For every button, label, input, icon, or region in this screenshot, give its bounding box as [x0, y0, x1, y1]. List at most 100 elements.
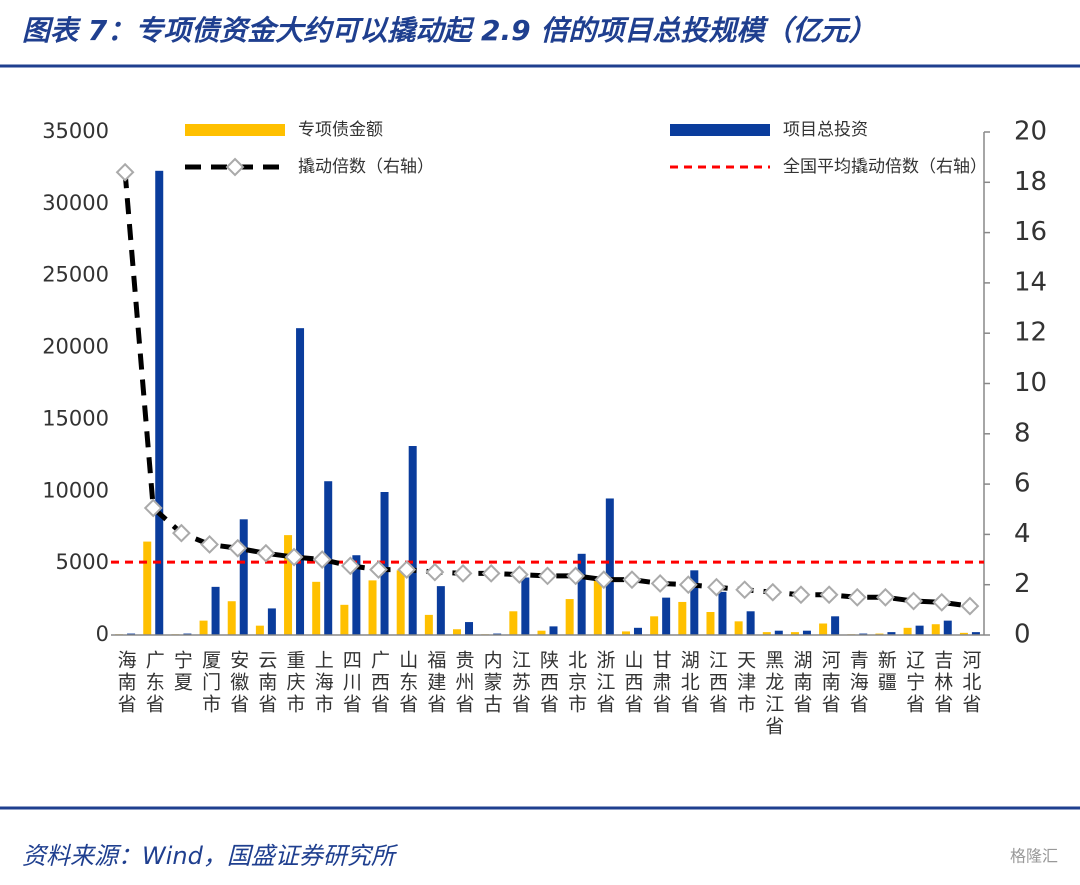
line-marker: [397, 560, 417, 580]
x-tick-label: 四川省: [340, 650, 362, 716]
bar: [436, 586, 445, 635]
x-tick-label: 厦门市: [199, 650, 221, 716]
bar: [774, 630, 783, 635]
line-marker: [284, 547, 304, 567]
legend-swatch: [185, 124, 285, 136]
line: [122, 172, 971, 609]
x-tick-label: 湖南省: [790, 650, 812, 716]
line-marker: [791, 585, 811, 605]
watermark: 格隆汇: [1010, 847, 1058, 866]
line-marker: [847, 587, 867, 607]
bar: [352, 555, 361, 635]
bar: [396, 570, 405, 635]
bar: [227, 601, 236, 635]
bar: [465, 622, 474, 635]
bar: [650, 616, 659, 635]
x-tick-label: 重庆市: [284, 650, 306, 716]
legend-marker: [225, 157, 245, 177]
y2-tick-label: 12: [1014, 318, 1047, 348]
x-tick-label: 河南省: [819, 650, 841, 716]
bar: [831, 616, 840, 635]
bar: [762, 632, 771, 635]
x-tick-label: 广西省: [368, 650, 390, 716]
x-tick-label: 辽宁省: [903, 650, 925, 716]
line-marker: [538, 566, 557, 586]
line-marker: [960, 596, 980, 616]
bar: [931, 624, 940, 635]
x-tick-label: 浙江省: [593, 650, 615, 716]
x-tick-label: 安徽省: [227, 650, 249, 716]
y-tick-label: 15000: [42, 406, 109, 430]
line-marker: [650, 574, 670, 593]
bar: [284, 535, 293, 635]
x-tick-label: 宁夏: [171, 650, 193, 694]
bar: [312, 581, 321, 635]
line-marker: [509, 565, 529, 585]
legend-label: 全国平均撬动倍数（右轴）: [783, 157, 987, 177]
bar: [605, 498, 614, 635]
y-tick-label: 20000: [42, 335, 109, 359]
bar: [267, 608, 276, 635]
legend-label: 项目总投资: [783, 120, 868, 140]
y-tick-label: 5000: [56, 550, 109, 574]
bar: [819, 623, 828, 635]
line-marker: [566, 566, 586, 586]
bar: [706, 612, 715, 635]
line-marker: [707, 577, 726, 597]
line-marker: [763, 582, 783, 602]
bar: [593, 580, 602, 635]
bar: [549, 626, 558, 635]
line-marker: [312, 550, 332, 569]
x-tick-label: 吉林省: [931, 650, 953, 716]
x-tick-label: 新疆: [875, 650, 897, 694]
line-marker: [171, 523, 191, 543]
y2-tick-label: 4: [1014, 519, 1031, 549]
line-marker: [369, 560, 388, 580]
x-tick-label: 甘肃省: [650, 650, 672, 716]
line-marker: [481, 563, 501, 583]
y2-tick-label: 18: [1014, 167, 1047, 197]
line-marker: [256, 543, 276, 563]
bar: [943, 620, 952, 635]
x-tick-label: 内蒙古: [481, 650, 503, 716]
line-marker: [143, 498, 163, 518]
bar: [453, 629, 462, 635]
bar: [521, 577, 530, 635]
bar: [790, 632, 799, 635]
y2-tick-label: 14: [1014, 267, 1047, 297]
line-marker: [678, 575, 698, 595]
line-marker: [340, 556, 360, 576]
bar: [199, 620, 208, 635]
bar: [239, 519, 248, 635]
y-tick-label: 10000: [42, 478, 109, 502]
x-tick-label: 北京市: [565, 650, 587, 716]
bar: [368, 580, 377, 635]
x-tick-label: 云南省: [255, 650, 277, 716]
x-tick-label: 黑龙江省: [762, 650, 784, 738]
x-tick-label: 陕西省: [537, 650, 559, 716]
line-marker: [228, 538, 248, 558]
chart-title: 图表 7：专项债资金大约可以撬动起 2.9 倍的项目总投规模（亿元）: [22, 14, 876, 47]
y2-tick-label: 2: [1014, 569, 1031, 599]
bar: [340, 604, 349, 635]
line-marker: [904, 591, 924, 611]
bar: [915, 625, 924, 635]
x-tick-label: 湖北省: [678, 650, 700, 716]
bar: [255, 625, 264, 635]
y-tick-label: 25000: [42, 263, 109, 287]
y-tick-label: 35000: [42, 119, 109, 143]
bar: [537, 630, 546, 635]
line-marker: [425, 562, 445, 582]
bar: [802, 630, 811, 635]
bar: [959, 632, 968, 635]
bar: [621, 631, 630, 635]
source: 资料来源：Wind，国盛证券研究所: [22, 842, 399, 870]
bar: [424, 614, 433, 635]
bar: [565, 599, 574, 635]
y2-tick-label: 10: [1014, 368, 1047, 398]
legend-swatch: [670, 124, 770, 136]
line-marker: [819, 585, 839, 605]
x-tick-label: 贵州省: [453, 650, 475, 716]
bar: [746, 611, 755, 635]
